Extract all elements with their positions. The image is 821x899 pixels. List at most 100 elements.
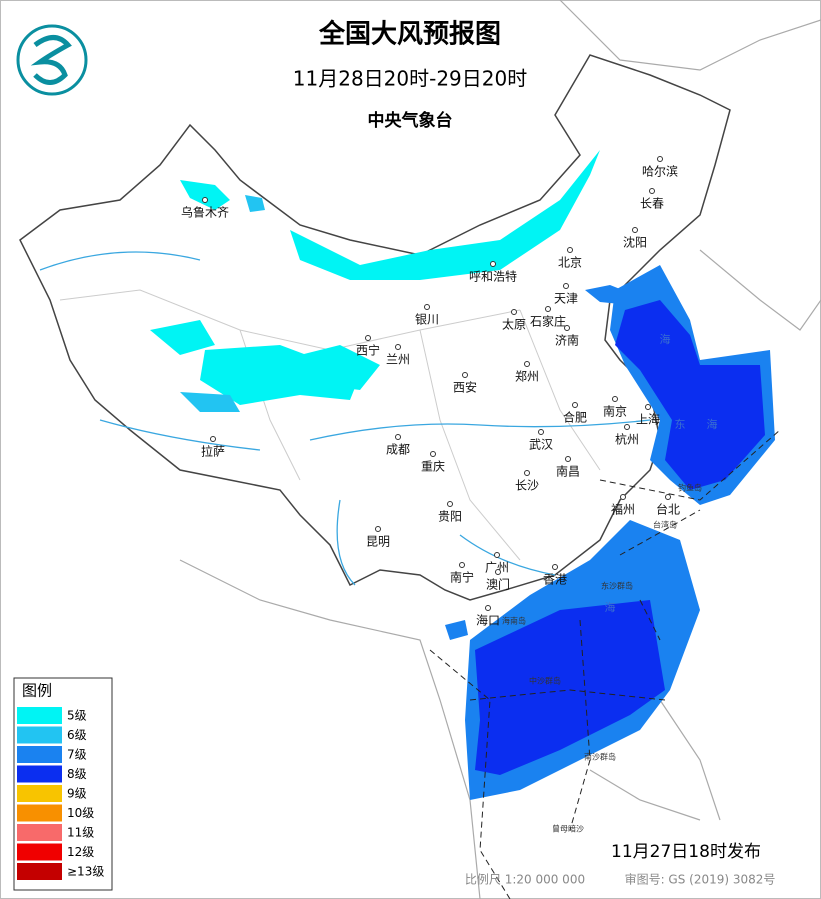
city-label: 长沙 xyxy=(515,479,539,493)
city-label: 台北 xyxy=(656,502,680,517)
city-marker xyxy=(632,227,638,233)
city-marker xyxy=(459,562,465,568)
place-label: 钓鱼岛 xyxy=(678,483,702,493)
city-marker xyxy=(430,451,436,457)
city-marker xyxy=(485,605,491,611)
city-label: 香港 xyxy=(543,573,567,587)
issue-time: 11月27日18时发布 xyxy=(611,842,761,862)
wind-area xyxy=(445,620,468,640)
legend-label: 5级 xyxy=(67,709,87,723)
city-marker xyxy=(649,188,655,194)
city-label: 澳门 xyxy=(486,577,510,592)
city-label: 合肥 xyxy=(563,410,587,425)
city-marker xyxy=(612,396,618,402)
city-label: 西安 xyxy=(453,380,477,395)
city-marker xyxy=(424,304,430,310)
wind-area xyxy=(180,180,230,210)
place-label: 中沙群岛 xyxy=(529,676,561,686)
sea-label: 海 xyxy=(660,332,671,346)
city-marker xyxy=(511,309,517,315)
city-marker xyxy=(552,564,558,570)
logo xyxy=(16,24,88,96)
city-marker xyxy=(202,197,208,203)
city-marker xyxy=(494,552,500,558)
city-label: 广州 xyxy=(485,561,509,575)
legend-label: 11级 xyxy=(67,826,94,840)
city-marker xyxy=(447,501,453,507)
city-label: 重庆 xyxy=(421,460,445,474)
city-marker xyxy=(565,456,571,462)
city-label: 南昌 xyxy=(556,464,580,479)
place-label: 南沙群岛 xyxy=(584,752,616,762)
city-label: 石家庄 xyxy=(530,314,566,329)
place-label: 东沙群岛 xyxy=(601,581,633,591)
city-label: 乌鲁木齐 xyxy=(181,205,229,220)
city-marker xyxy=(395,344,401,350)
city-marker xyxy=(620,494,626,500)
city-label: 太原 xyxy=(502,317,526,332)
city-marker xyxy=(538,429,544,435)
city-label: 成都 xyxy=(386,443,410,457)
city-marker xyxy=(567,247,573,253)
legend-label: ≥13级 xyxy=(67,865,104,879)
city-marker xyxy=(545,306,551,312)
city-marker xyxy=(365,335,371,341)
map-title: 全国大风预报图 xyxy=(318,19,501,50)
legend-label: 7级 xyxy=(67,748,87,762)
province-border xyxy=(59,289,601,561)
city-label: 福州 xyxy=(611,502,635,517)
scale: 比例尺 1:20 000 000 xyxy=(465,873,585,887)
wind-area xyxy=(300,345,380,390)
sea-label: 海 xyxy=(605,600,616,614)
city-marker xyxy=(624,424,630,430)
legend: 图例 5级 6级 7级 8级 9级 10级 11级 12级 ≥13级 xyxy=(13,677,113,891)
legend-swatch xyxy=(17,863,62,880)
legend-label: 6级 xyxy=(67,728,87,742)
legend-swatch xyxy=(17,707,62,724)
legend-label: 8级 xyxy=(67,767,87,781)
place-label: 海南岛 xyxy=(502,616,526,626)
city-label: 哈尔滨 xyxy=(642,164,678,179)
city-label: 郑州 xyxy=(515,369,539,384)
city-marker xyxy=(490,261,496,267)
city-marker xyxy=(564,325,570,331)
city-label: 上海 xyxy=(636,412,660,427)
city-label: 南京 xyxy=(603,404,627,419)
city-marker xyxy=(657,156,663,162)
city-label: 长春 xyxy=(640,197,664,211)
city-label: 昆明 xyxy=(366,535,390,549)
sea-label: 东 xyxy=(675,418,686,431)
city-marker xyxy=(563,283,569,289)
city-label: 杭州 xyxy=(615,432,639,447)
wind-area xyxy=(615,300,765,490)
wind-area xyxy=(150,320,215,355)
city-label: 天津 xyxy=(554,292,578,306)
city-label: 海口 xyxy=(476,613,500,628)
place-label: 台湾岛 xyxy=(653,520,677,530)
legend-swatch xyxy=(17,726,62,744)
city-marker xyxy=(375,526,381,532)
wind-area xyxy=(475,600,665,775)
city-label: 银川 xyxy=(415,313,439,327)
legend-swatch xyxy=(17,843,62,861)
city-marker xyxy=(572,402,578,408)
approval-number: 审图号: GS (2019) 3082号 xyxy=(625,872,776,887)
map-subtitle: 11月28日20时-29日20时 xyxy=(293,67,527,91)
city-marker xyxy=(524,361,530,367)
city-marker xyxy=(395,434,401,440)
city-marker xyxy=(645,404,651,410)
city-label: 西宁 xyxy=(356,343,380,358)
city-marker xyxy=(665,494,671,500)
city-label: 济南 xyxy=(555,333,579,348)
place-label: 曾母暗沙 xyxy=(552,824,584,834)
sea-zone-boundary xyxy=(429,429,781,899)
city-marker xyxy=(524,470,530,476)
city-marker xyxy=(210,436,216,442)
city-label: 拉萨 xyxy=(201,444,225,459)
legend-label: 9级 xyxy=(67,787,87,801)
city-label: 兰州 xyxy=(386,353,410,367)
city-label: 贵阳 xyxy=(438,510,462,524)
